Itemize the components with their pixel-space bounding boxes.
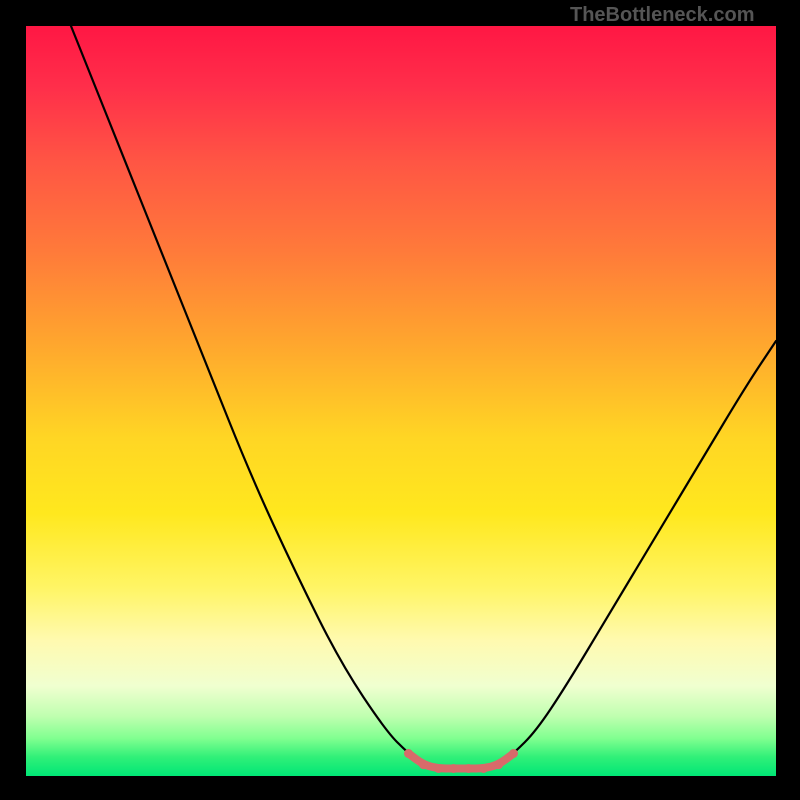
- watermark-text: TheBottleneck.com: [570, 4, 754, 27]
- chart-container: TheBottleneck.com: [0, 0, 800, 800]
- optimal-zone-marker: [404, 749, 413, 758]
- optimal-zone-marker: [479, 764, 488, 773]
- optimal-zone-marker: [449, 764, 458, 773]
- gradient-background: [26, 26, 776, 776]
- optimal-zone-marker: [434, 764, 443, 773]
- optimal-zone-marker: [464, 764, 473, 773]
- optimal-zone-marker: [509, 749, 518, 758]
- bottleneck-chart: [0, 0, 800, 800]
- optimal-zone-marker: [419, 760, 428, 769]
- optimal-zone-marker: [494, 760, 503, 769]
